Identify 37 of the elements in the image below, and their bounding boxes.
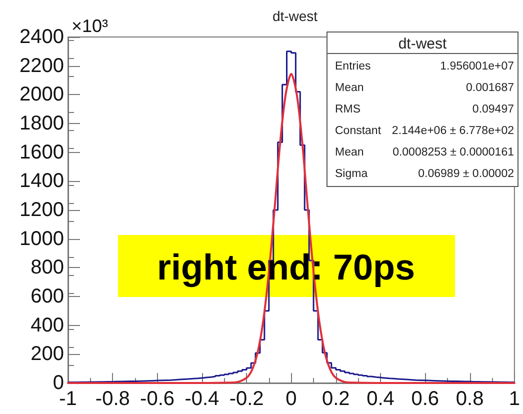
x-tick-label: -0.8: [95, 388, 130, 410]
y-tick-label: 1400: [20, 170, 64, 192]
annotation: 0.001687: [466, 82, 514, 94]
y-tick-label: 1600: [20, 141, 64, 164]
x-tick-label: -0.6: [140, 388, 175, 410]
x-tick-label: 0: [286, 388, 297, 410]
annotation: 0.0008253 ± 0.0000161: [392, 146, 514, 158]
y-tick-label: 1000: [20, 228, 64, 250]
y-tick-label: 600: [30, 286, 64, 308]
annotation: RMS: [335, 103, 361, 116]
x-tick-label: 1: [508, 388, 520, 410]
annotation: Sigma: [335, 168, 368, 180]
annotation: 1.956001e+07: [440, 60, 514, 72]
x-tick-label: 0.4: [366, 388, 394, 410]
annotation: Mean: [335, 146, 364, 158]
y-tick-label: 400: [30, 314, 64, 336]
annotation: 2.144e+06 ± 6.778e+02: [392, 124, 514, 137]
y-tick-label: 2400: [20, 26, 64, 48]
x-tick-label: 0.6: [411, 388, 440, 410]
annotation: dt-west: [398, 35, 448, 52]
y-tick-label: 800: [30, 256, 64, 279]
annotation: 0.09497: [472, 103, 514, 116]
annotation: Constant: [335, 124, 382, 137]
y-tick-label: 1200: [20, 199, 64, 221]
annotation: 0.06989 ± 0.00002: [418, 168, 514, 180]
annotation: Entries: [335, 60, 372, 72]
y-axis-title: ×10³: [71, 16, 108, 36]
x-tick-label: -0.4: [184, 388, 220, 410]
x-tick-label: 0.2: [322, 388, 350, 410]
x-tick-label: -0.2: [229, 388, 264, 410]
y-tick-label: 1800: [20, 112, 64, 134]
x-tick-label: 0.8: [456, 388, 484, 410]
y-tick-label: 2000: [20, 84, 64, 106]
annotation: Mean: [335, 82, 364, 94]
y-tick-label: 2200: [20, 54, 64, 77]
y-tick-label: 200: [30, 343, 64, 366]
chart-title: dt-west: [272, 8, 318, 24]
